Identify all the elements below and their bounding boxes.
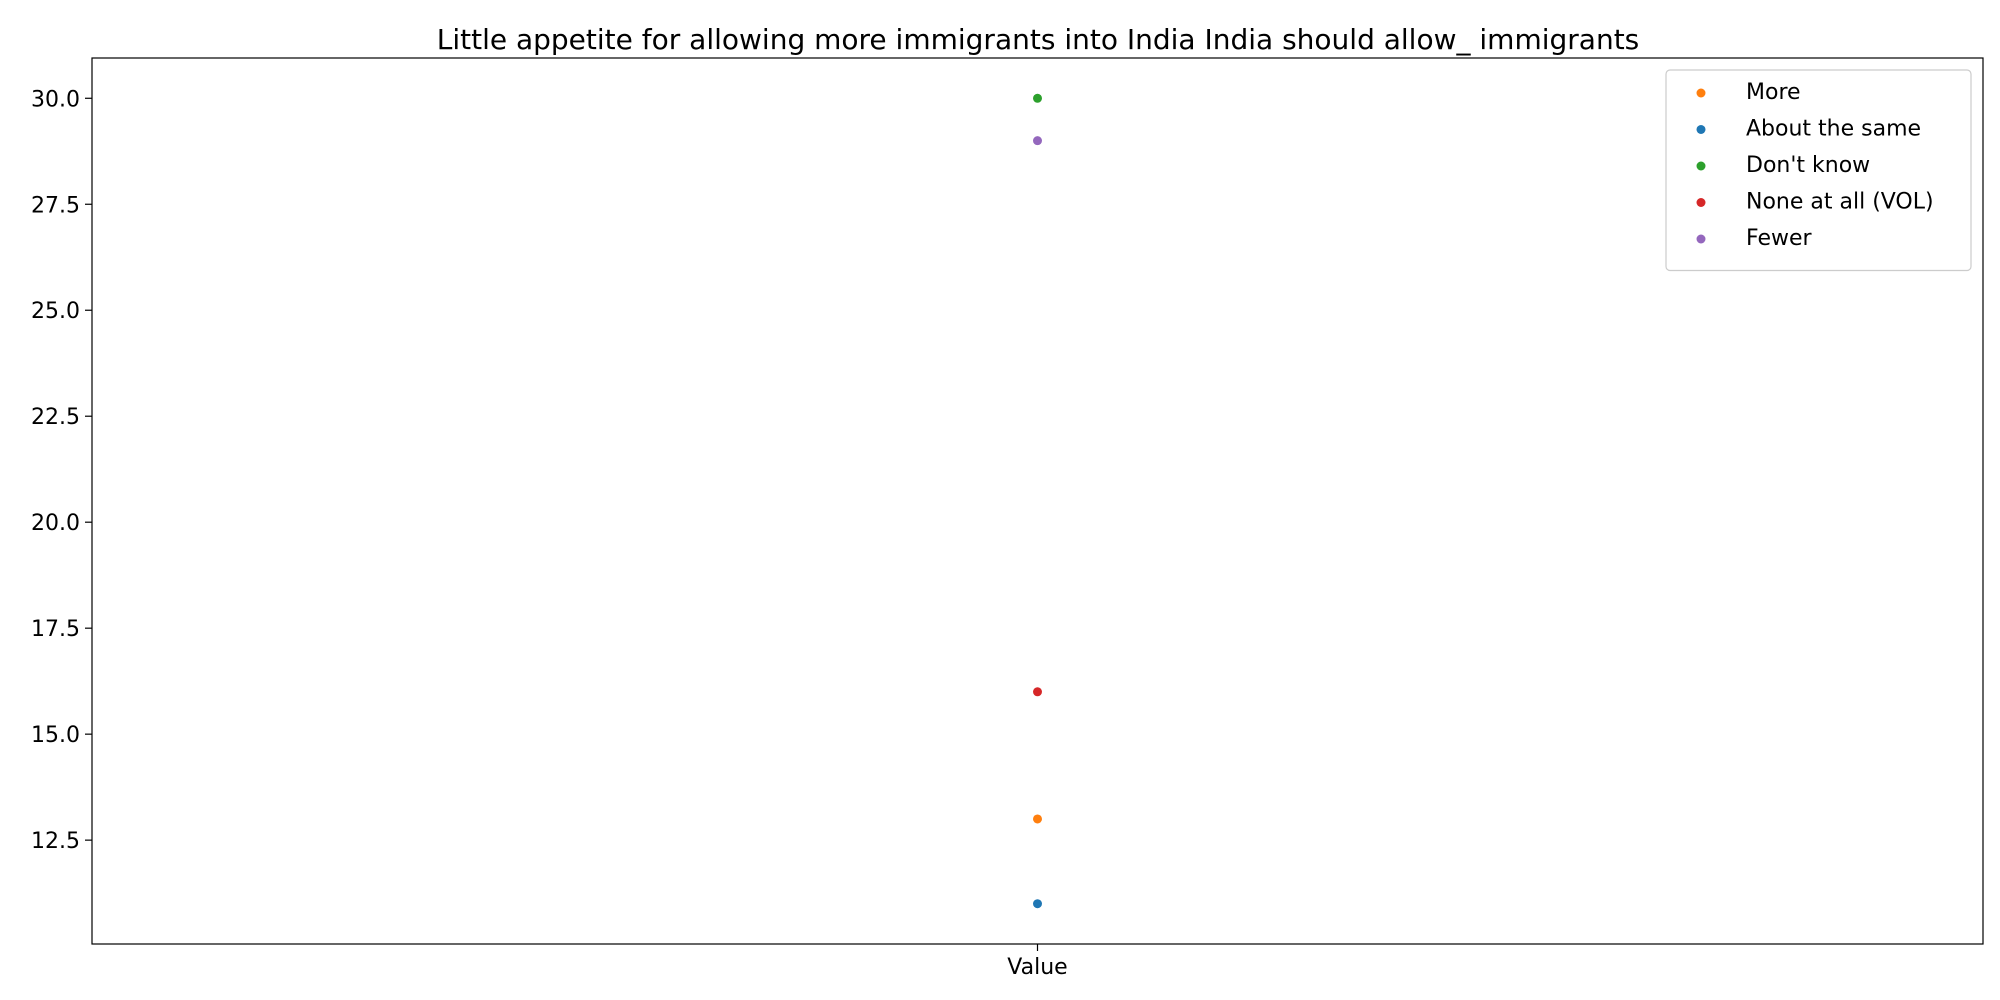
chart-title: Little appetite for allowing more immigr… (437, 23, 1640, 56)
y-tick-label: 27.5 (31, 193, 80, 218)
legend-label: None at all (VOL) (1746, 190, 1934, 215)
y-tick-label: 12.5 (31, 829, 80, 854)
legend-label: Don't know (1746, 153, 1870, 178)
legend-marker (1696, 198, 1706, 207)
legend-marker (1696, 88, 1706, 98)
legend-marker (1696, 161, 1706, 171)
legend: More About the same Don't know None at all … (1665, 69, 1972, 272)
y-tick-label: 25.0 (31, 299, 80, 324)
legend-box (1665, 69, 1972, 272)
data-point (1033, 687, 1042, 697)
y-tick-label: 30.0 (31, 87, 80, 112)
legend-marker (1696, 234, 1706, 244)
data-point (1033, 136, 1042, 146)
legend-label: Fewer (1746, 226, 1813, 251)
x-tick-label: Value (1007, 955, 1067, 980)
data-point (1033, 814, 1042, 824)
legend-marker (1696, 125, 1706, 134)
y-axis: 12.5 15.0 17.5 20.0 22.5 25.0 27.5 30.0 (31, 87, 92, 854)
x-axis: Value (1007, 944, 1068, 980)
legend-label: About the same (1746, 117, 1921, 142)
data-point (1033, 899, 1042, 909)
legend-label: More (1746, 80, 1801, 105)
y-tick-label: 20.0 (31, 511, 80, 536)
data-points (1033, 93, 1042, 909)
y-tick-label: 17.5 (31, 617, 80, 642)
y-tick-label: 22.5 (31, 405, 80, 430)
y-tick-label: 15.0 (31, 723, 80, 748)
data-point (1033, 93, 1042, 103)
